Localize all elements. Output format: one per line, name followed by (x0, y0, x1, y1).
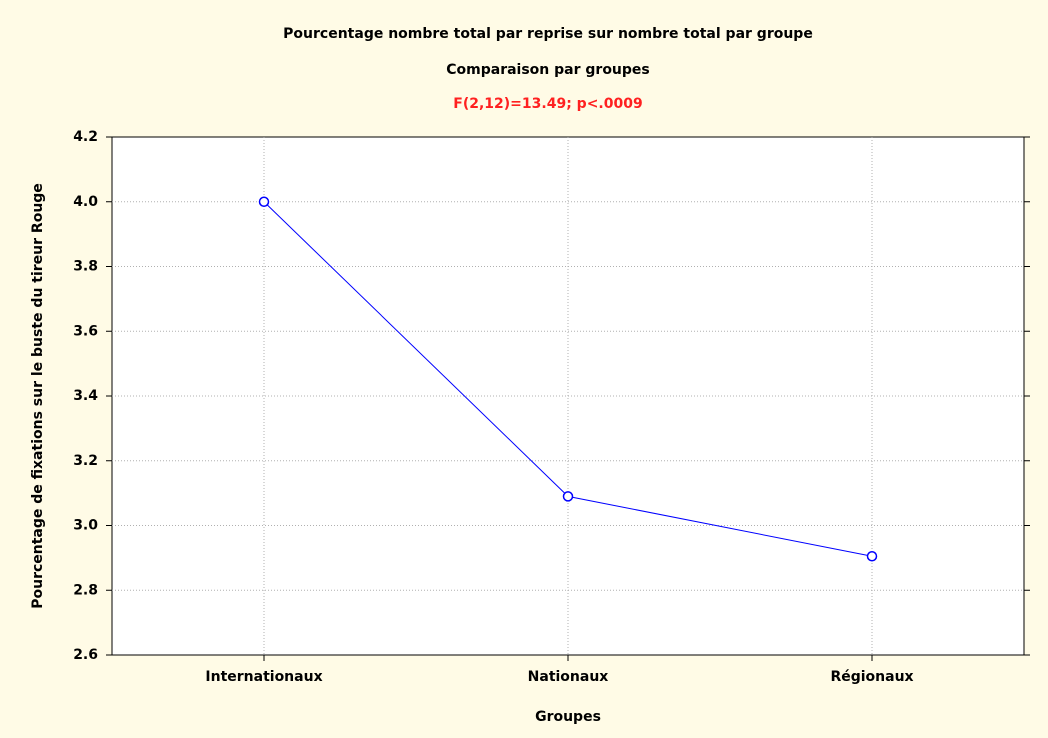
marker (866, 551, 878, 562)
x-tick-label: Nationaux (528, 669, 609, 685)
y-tick-label: 3.0 (73, 518, 98, 534)
y-tick-label: 2.8 (73, 582, 98, 598)
x-tick-label: Internationaux (205, 669, 322, 685)
y-tick-label: 3.2 (73, 453, 98, 469)
y-tick-label: 2.6 (73, 647, 98, 663)
annotation: F(2,12)=13.49; p<.0009 (453, 96, 642, 112)
marker (562, 491, 574, 502)
y-tick-label: 4.0 (73, 194, 98, 210)
y-tick-label: 3.4 (73, 388, 98, 404)
x-axis-label: Groupes (535, 709, 601, 725)
marker (258, 196, 270, 207)
chart-subtitle: Comparaison par groupes (446, 62, 650, 78)
chart-title: Pourcentage nombre total par reprise sur… (283, 26, 813, 42)
y-axis-label: Pourcentage de fixations sur le buste du… (30, 183, 46, 609)
y-tick-label: 3.8 (73, 259, 98, 275)
y-tick-label: 3.6 (73, 323, 98, 339)
y-tick-label: 4.2 (73, 129, 98, 145)
x-tick-label: Régionaux (830, 669, 913, 685)
